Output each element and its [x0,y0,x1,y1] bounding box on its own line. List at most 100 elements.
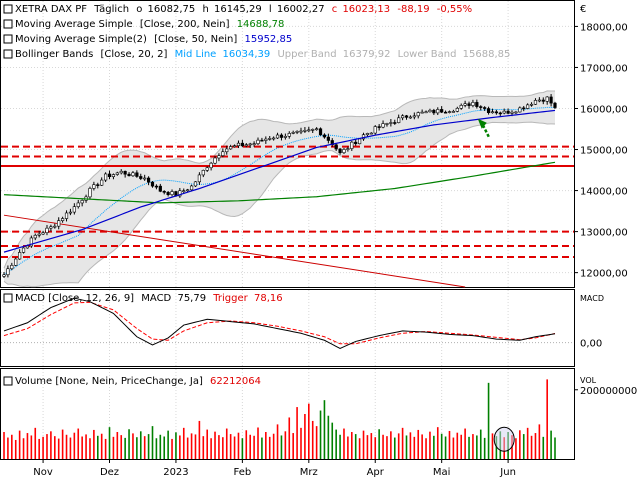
candle-body [455,108,459,112]
candle-body [248,143,252,146]
volume-value: 62212064 [210,376,261,387]
candle-body [221,151,225,156]
candle-body [21,247,26,253]
candle-body [408,116,413,119]
candle-body [72,206,76,213]
svg-text:Moving Average Simple(2): Moving Average Simple(2) [Close, 50, Nei… [15,34,292,45]
macd-axis-label: MACD [580,294,604,303]
candle-body [373,126,377,134]
candle-body [346,148,350,150]
price-tick-label: 16000,00 [580,104,628,115]
candle-body [107,173,112,178]
candle-body [170,191,174,195]
annotation-arrow-head [477,118,487,129]
candle-body [143,177,147,180]
candle-body [537,99,541,102]
currency-label: € [580,4,586,15]
candle-body [146,177,151,183]
time-tick-label: Jun [499,467,516,478]
price-tick-label: 17000,00 [580,63,628,74]
candle-body [100,179,104,186]
axes: 18000,00 17000,00 16000,00 15000,00 14000,00… [33,22,637,478]
bollinger-band-fill [4,90,555,287]
candle-body [279,134,284,138]
period: Täglich [93,4,129,15]
candle-body [369,132,373,135]
candle-body [490,111,495,114]
bollinger-bands [3,90,556,288]
support-levels [1,145,574,288]
candle-body [272,137,276,140]
candle-body [334,144,338,150]
candle-body [479,106,483,108]
ma50-line [3,109,556,253]
macd-legend-name: MACD [Close, 12, 26, 9] [15,293,134,304]
candle-body [88,188,92,198]
svg-text:MACD [Close, 12, 26, 9]: MACD [Close, 12, 26, 9] MACD 75,79 Trigg… [15,293,283,304]
candle-body [166,192,170,195]
candle-body [240,142,244,147]
candle-body [158,185,162,192]
candle-body [443,111,448,114]
candle-body [553,102,557,108]
candle-body [299,130,303,133]
moving-averages [3,109,556,253]
candle-body [533,100,538,105]
macd-legend: MACD [Close, 12, 26, 9] MACD 75,79 Trigg… [3,293,604,304]
svg-text:Moving Average Simple [C: Moving Average Simple [Close, 200, Nein]… [15,19,284,30]
volume-highlight-circle [493,426,515,452]
time-tick-label: Mrz [300,467,318,478]
trendline [3,214,466,288]
change-percent: -0,55% [437,4,472,15]
volume-bars [3,379,556,459]
candle-body [545,96,549,102]
volume-legend: Volume [None, Nein, PriceChange, Ja] 622… [3,376,597,387]
trigger-value: 78,16 [254,293,283,304]
annotation-arrow [480,122,490,138]
candle-body [436,109,440,114]
candle-body [256,139,260,144]
candle-body [498,112,502,115]
candle-body [68,211,73,214]
candle-body [229,146,233,150]
time-tick-label: Mai [433,467,451,478]
candle-body [33,234,37,239]
bollinger-mid-line [3,106,556,276]
candle-body [25,245,30,249]
candle-body [41,232,45,235]
candle-body [381,123,385,128]
candle-body [45,227,49,233]
candle-body [268,138,272,140]
candle-body [342,149,346,154]
time-tick-label: 2023 [163,467,188,478]
candle-body [37,233,41,236]
macd-value: 75,79 [177,293,206,304]
candle-body [447,111,452,113]
ma200-legend-name: Moving Average Simple [15,19,133,30]
candle-body [358,138,362,145]
candle-body [526,104,530,109]
candle-body [162,190,166,193]
candle-body [420,111,424,114]
candle-body [494,111,498,114]
volume-legend-name: Volume [None, Nein, PriceChange, Ja] [15,376,203,387]
candle-body [315,128,319,131]
candle-body [514,111,518,114]
candle-body [193,181,198,187]
candle-body [205,167,209,171]
candle-body [14,258,18,266]
candle-body [64,212,69,219]
price-legend: XETRA DAX PF Täglich o 16082,75 h 16145,… [3,4,586,60]
candle-body [10,264,14,270]
candle-body [287,133,291,137]
candle-body [213,157,217,164]
candle-body [432,109,436,114]
candle-body [502,110,506,114]
candle-body [467,103,471,106]
high-value: 16145,29 [214,4,262,15]
candle-body [92,184,96,189]
price-tick-label: 13000,00 [580,228,628,239]
candle-body [541,99,545,102]
price-panel [0,0,575,288]
candle-body [350,141,354,149]
